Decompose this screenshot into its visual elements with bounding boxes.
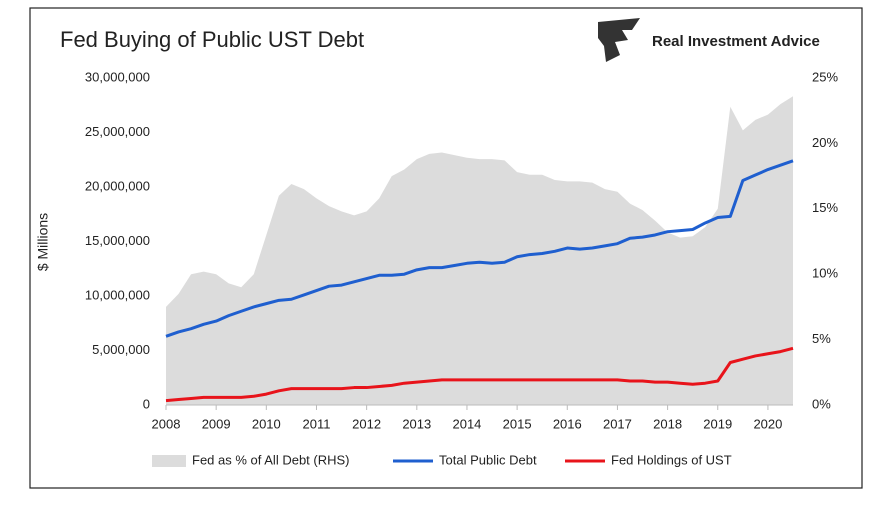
x-tick-label: 2018 xyxy=(653,416,682,431)
x-tick-label: 2014 xyxy=(452,416,481,431)
x-tick-label: 2019 xyxy=(703,416,732,431)
y2-tick-label: 20% xyxy=(812,135,838,150)
y-tick-label: 25,000,000 xyxy=(85,124,150,139)
legend-swatch xyxy=(152,455,186,467)
area xyxy=(166,96,793,405)
y-tick-label: 15,000,000 xyxy=(85,233,150,248)
y-tick-label: 30,000,000 xyxy=(85,69,150,84)
logo xyxy=(598,18,640,62)
y-tick-label: 0 xyxy=(143,396,150,411)
x-tick-label: 2015 xyxy=(503,416,532,431)
y2-tick-label: 10% xyxy=(812,266,838,281)
y-tick-label: 5,000,000 xyxy=(92,342,150,357)
x-tick-label: 2010 xyxy=(252,416,281,431)
y2-tick-label: 15% xyxy=(812,200,838,215)
x-tick-label: 2009 xyxy=(202,416,231,431)
brand: Real Investment Advice xyxy=(652,33,820,50)
x-tick-label: 2011 xyxy=(302,416,330,431)
y2-tick-label: 0% xyxy=(812,396,831,411)
line xyxy=(165,346,794,403)
legend-label: Fed as % of All Debt (RHS) xyxy=(192,452,350,467)
x-tick-label: 2008 xyxy=(152,416,181,431)
line xyxy=(165,159,794,338)
y-axis-title: $ Millions xyxy=(35,213,51,271)
x-tick-label: 2016 xyxy=(553,416,582,431)
y2-tick-label: 25% xyxy=(812,69,838,84)
y-tick-label: 10,000,000 xyxy=(85,287,150,302)
x-tick-label: 2013 xyxy=(402,416,431,431)
legend-label: Total Public Debt xyxy=(439,452,537,467)
x-tick-label: 2020 xyxy=(753,416,782,431)
legend-label: Fed Holdings of UST xyxy=(611,452,732,467)
chart-title: Fed Buying of Public UST Debt xyxy=(60,27,364,52)
y2-tick-label: 5% xyxy=(812,331,831,346)
y-tick-label: 20,000,000 xyxy=(85,178,150,193)
frame xyxy=(29,7,863,489)
x-tick-label: 2017 xyxy=(603,416,632,431)
x-tick-label: 2012 xyxy=(352,416,381,431)
